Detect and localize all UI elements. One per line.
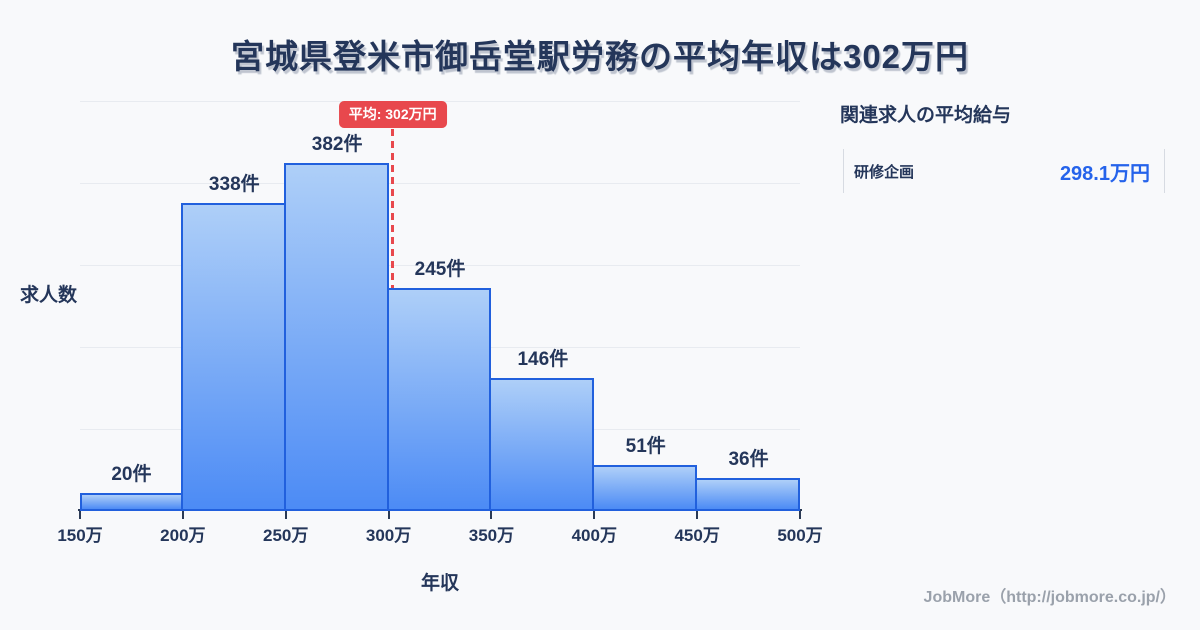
bar-value-label: 51件 — [625, 436, 666, 457]
histogram-bar-250万-300万 — [283, 163, 389, 511]
x-axis-tick — [181, 511, 184, 519]
average-badge: 平均: 302万円 — [338, 101, 447, 128]
bar-value-label: 146件 — [517, 349, 569, 370]
x-axis-tick — [490, 511, 493, 519]
job-name: 研修企画 — [854, 163, 915, 181]
footer-credit: JobMore（http://jobmore.co.jp/） — [923, 589, 1176, 606]
side-panel: 関連求人の平均給与 研修企画 298.1万円 — [840, 100, 1170, 193]
x-tick-label: 200万 — [160, 526, 206, 545]
histogram-plot-area: 平均: 302万円 20件 338件 382件 245件 146件 51件 36件 150万 2… — [57, 101, 823, 545]
job-salary-value: 298.1万円 — [1059, 162, 1150, 185]
x-axis-tick — [79, 511, 81, 519]
x-tick-label: 300万 — [365, 526, 412, 545]
histogram-bar-300万-350万 — [386, 288, 492, 511]
x-tick-label: 400万 — [571, 526, 617, 545]
related-salary-row: 研修企画 298.1万円 — [843, 149, 1165, 193]
x-axis-label: 年収 — [420, 573, 459, 594]
histogram-bar-350万-400万 — [489, 378, 595, 511]
x-axis-tick — [799, 511, 801, 519]
x-axis-tick — [696, 511, 699, 519]
bar-value-label: 36件 — [728, 449, 769, 470]
bar-value-label: 20件 — [111, 464, 152, 485]
x-tick-label: 450万 — [674, 526, 720, 545]
histogram-bar-450万-500万 — [695, 478, 800, 511]
gridline — [80, 183, 800, 184]
x-tick-label: 250万 — [263, 526, 309, 545]
x-axis-tick — [593, 511, 596, 519]
histogram-bar-150万-200万 — [80, 493, 183, 511]
histogram-bar-200万-250万 — [180, 203, 286, 511]
x-axis-tick — [284, 511, 287, 519]
page-title: 宮城県登米市御岳堂駅労務の平均年収は302万円 — [230, 38, 970, 75]
y-axis-label: 求人数 — [20, 285, 78, 306]
side-panel-heading: 関連求人の平均給与 — [840, 105, 1012, 126]
gridline — [80, 265, 800, 266]
bar-value-label: 338件 — [208, 174, 260, 195]
bar-value-label: 245件 — [414, 259, 466, 280]
x-tick-label: 350万 — [468, 526, 515, 545]
bar-value-label: 382件 — [311, 134, 363, 155]
x-axis-tick — [387, 511, 390, 519]
histogram-bar-400万-450万 — [592, 465, 698, 511]
x-tick-label: 150万 — [57, 526, 103, 545]
x-tick-label: 500万 — [777, 526, 823, 545]
